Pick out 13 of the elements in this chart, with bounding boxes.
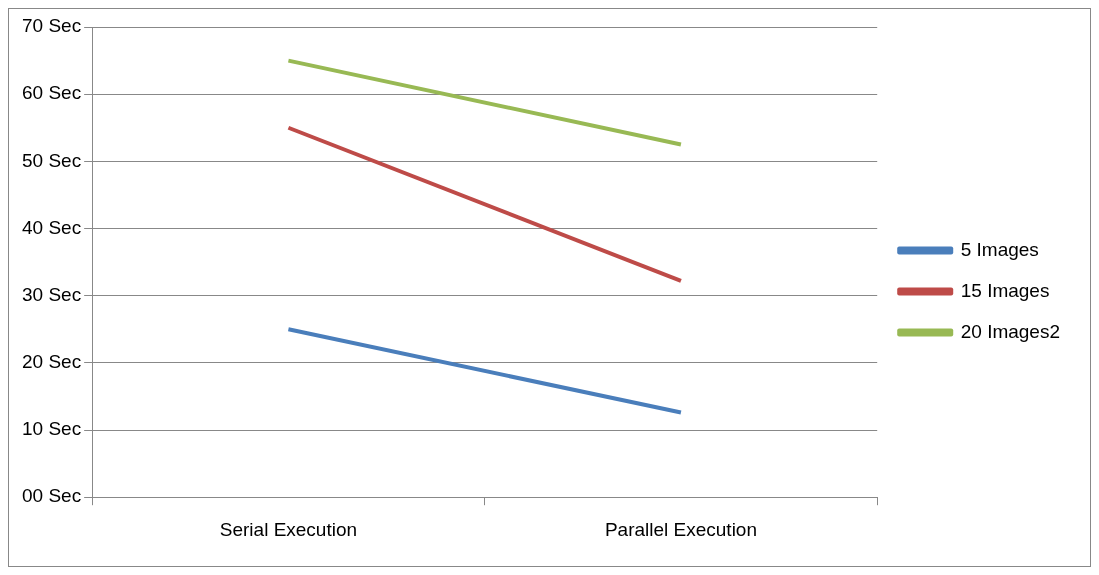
y-tick-label: 00 Sec xyxy=(22,485,82,507)
legend-label: 20 Images2 xyxy=(960,320,1061,342)
y-tick-label: 40 Sec xyxy=(22,216,82,238)
y-tick-label: 30 Sec xyxy=(22,283,82,305)
y-tick-label: 60 Sec xyxy=(22,82,82,104)
y-tick-label: 70 Sec xyxy=(22,15,82,37)
y-tick-label: 20 Sec xyxy=(22,351,82,373)
x-tick-label: Parallel Execution xyxy=(604,518,757,540)
legend-label: 15 Images xyxy=(960,279,1050,301)
x-tick-label: Serial Execution xyxy=(219,518,358,540)
y-tick-label: 10 Sec xyxy=(22,418,82,440)
y-tick-label: 50 Sec xyxy=(22,149,82,171)
legend-label: 5 Images xyxy=(960,238,1039,260)
